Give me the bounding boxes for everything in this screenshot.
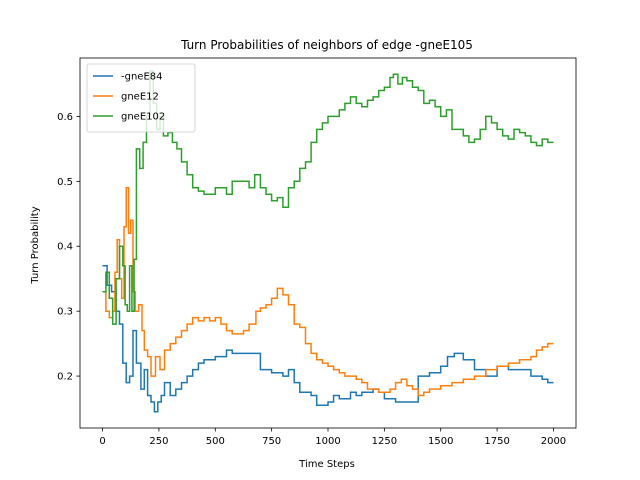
series-line-gnee102 <box>102 70 554 325</box>
y-tick-label: 0.5 <box>57 177 73 188</box>
y-tick-label: 0.4 <box>57 242 73 253</box>
legend-box <box>86 63 196 133</box>
legend-entry: -gneE84 <box>121 72 163 83</box>
y-axis: 0.2 0.3 0.4 0.5 0.6 <box>57 112 80 383</box>
x-axis-label: Time Steps <box>298 459 355 470</box>
x-tick-label: 2000 <box>541 436 566 447</box>
y-tick-label: 0.6 <box>57 112 73 123</box>
y-tick-label: 0.3 <box>57 307 73 318</box>
y-axis-label: Turn Probability <box>30 206 41 284</box>
x-tick-label: 1750 <box>484 436 509 447</box>
x-tick-label: 1250 <box>372 436 397 447</box>
legend-entry: gneE12 <box>121 92 159 103</box>
x-axis: 0 250 500 750 1000 1250 1500 1750 2000 <box>99 428 566 447</box>
y-tick-label: 0.2 <box>57 372 73 383</box>
x-tick-label: 1000 <box>315 436 340 447</box>
x-tick-label: 750 <box>262 436 281 447</box>
x-tick-label: 0 <box>99 436 105 447</box>
chart-title: Turn Probabilities of neighbors of edge … <box>180 38 473 52</box>
x-tick-label: 250 <box>149 436 168 447</box>
series-line-gnee12 <box>102 187 554 397</box>
legend-entry: gneE102 <box>121 112 165 123</box>
series-line-gnee84 <box>102 264 554 413</box>
legend: -gneE84 gneE12 gneE102 <box>86 63 196 133</box>
x-tick-label: 1500 <box>428 436 453 447</box>
x-tick-label: 500 <box>206 436 225 447</box>
